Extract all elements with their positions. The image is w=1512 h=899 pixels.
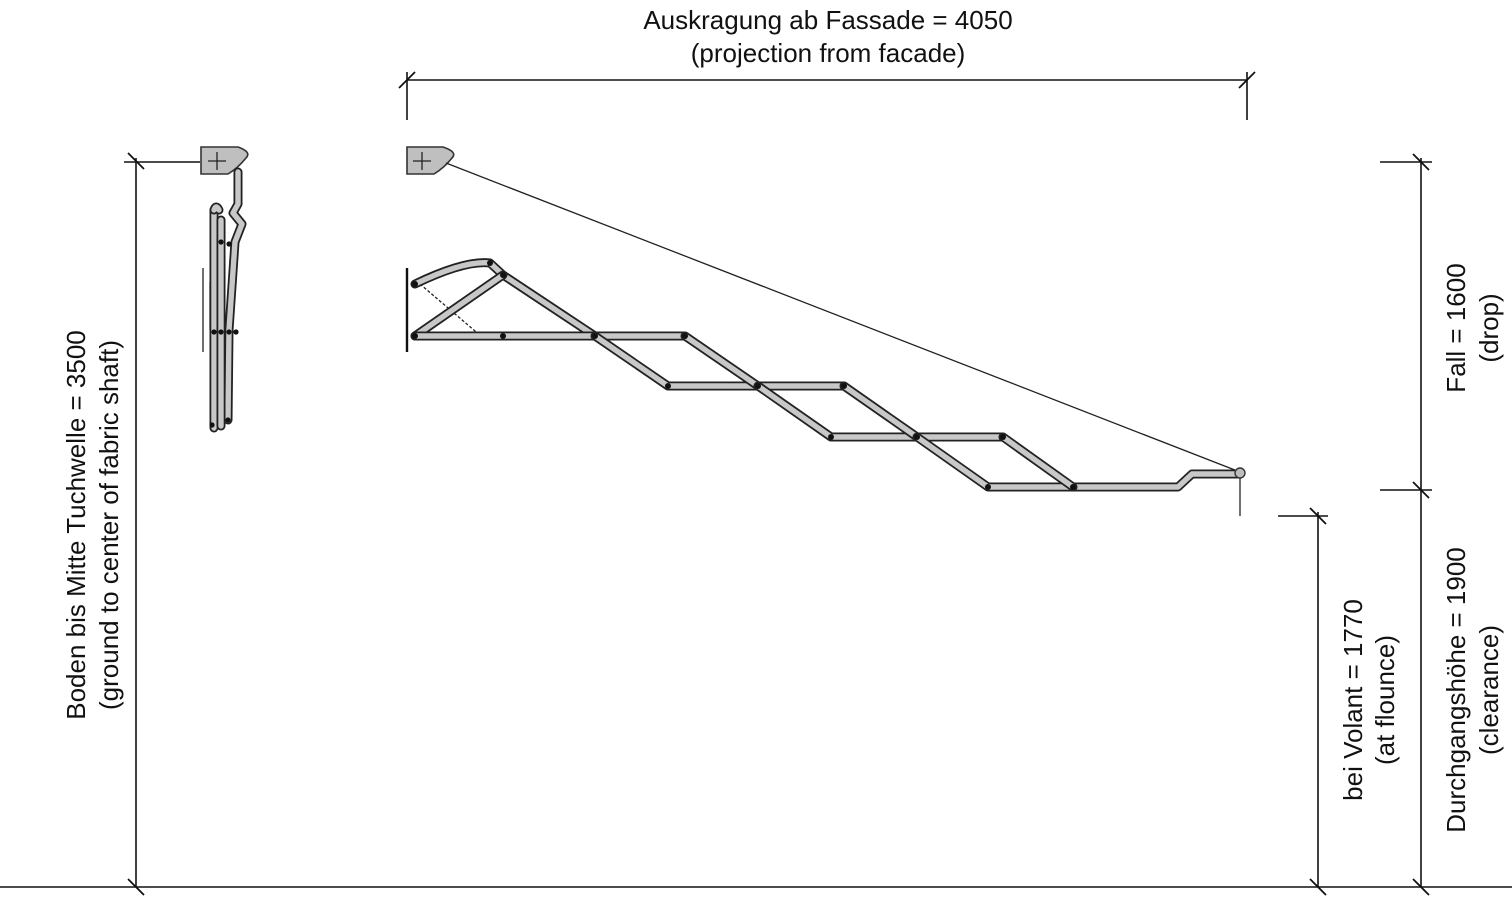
folding-arm xyxy=(410,258,1245,492)
clearance-dimension: Durchgangshöhe = 1900 (clearance) xyxy=(1412,547,1504,896)
flounce-sublabel: (at flounce) xyxy=(1370,635,1400,765)
flounce-label: bei Volant = 1770 xyxy=(1338,599,1368,801)
retracted-awning xyxy=(200,146,249,433)
clearance-label: Durchgangshöhe = 1900 xyxy=(1441,547,1471,833)
ground-to-shaft-dimension: Boden bis Mitte Tuchwelle = 3500 (ground… xyxy=(61,152,200,896)
extended-awning xyxy=(405,146,1246,516)
front-profile xyxy=(1234,467,1246,479)
flounce-dimension: bei Volant = 1770 (at flounce) xyxy=(1278,507,1400,896)
fabric-line xyxy=(445,162,1241,473)
drop-label: Fall = 1600 xyxy=(1441,263,1471,392)
projection-sublabel: (projection from facade) xyxy=(691,38,966,68)
drop-sublabel: (drop) xyxy=(1474,293,1504,362)
ground-to-shaft-label: Boden bis Mitte Tuchwelle = 3500 xyxy=(61,330,91,720)
drop-dimension: Fall = 1600 (drop) xyxy=(1380,153,1504,887)
ground-to-shaft-sublabel: (ground to center of fabric shaft) xyxy=(94,340,124,710)
projection-label: Auskragung ab Fassade = 4050 xyxy=(643,5,1012,35)
projection-dimension: Auskragung ab Fassade = 4050 (projection… xyxy=(398,5,1256,120)
clearance-sublabel: (clearance) xyxy=(1474,625,1504,755)
